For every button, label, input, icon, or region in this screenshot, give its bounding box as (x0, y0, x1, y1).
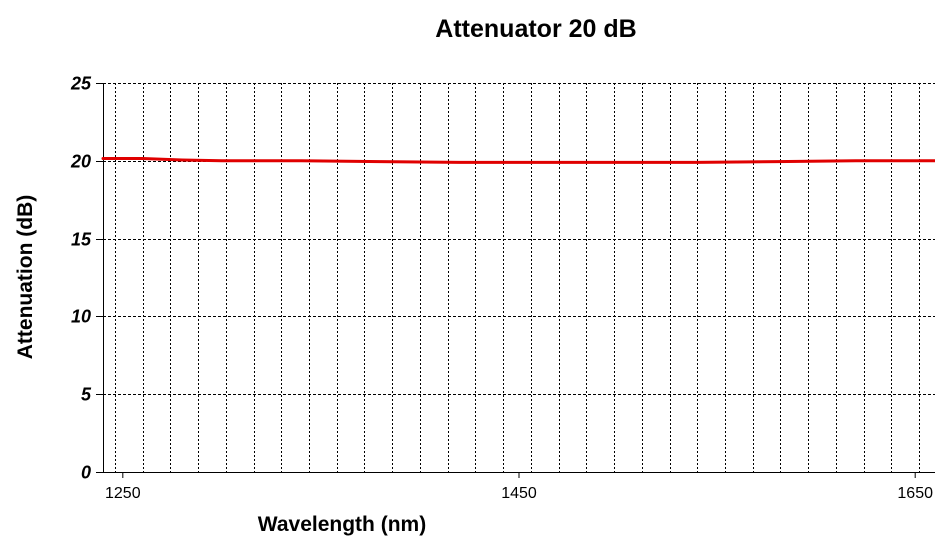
y-tick-label: 25 (70, 74, 92, 94)
x-tick-labels: 1250 1450 1650 (105, 485, 933, 502)
data-point (538, 161, 540, 164)
series-layer (101, 157, 935, 164)
y-tick-labels: 0 5 10 15 20 25 (70, 74, 92, 483)
x-tick-label: 1250 (105, 485, 141, 502)
data-point (617, 161, 619, 164)
data-point (379, 160, 382, 163)
y-tick-label: 20 (70, 152, 91, 172)
y-tick-label: 5 (81, 385, 92, 405)
x-axis-label: Wavelength (nm) (258, 513, 426, 536)
axes (96, 83, 935, 478)
y-axis-label: Attenuation (dB) (14, 195, 37, 359)
grid-lines (103, 83, 935, 472)
y-tick-label: 10 (71, 307, 91, 327)
y-tick-label: 15 (71, 230, 92, 250)
data-point (141, 157, 144, 160)
data-point (855, 160, 857, 162)
y-tick-label: 0 (81, 463, 91, 483)
data-point (696, 161, 699, 164)
series-line (101, 157, 935, 164)
data-point (102, 157, 104, 160)
x-tick-label: 1650 (897, 485, 933, 502)
data-point (775, 160, 778, 163)
data-point (181, 159, 183, 161)
data-point (221, 160, 223, 162)
x-tick-label: 1450 (501, 485, 537, 502)
data-point (458, 161, 461, 164)
data-point (300, 160, 302, 162)
chart-title: Attenuator 20 dB (435, 15, 636, 43)
